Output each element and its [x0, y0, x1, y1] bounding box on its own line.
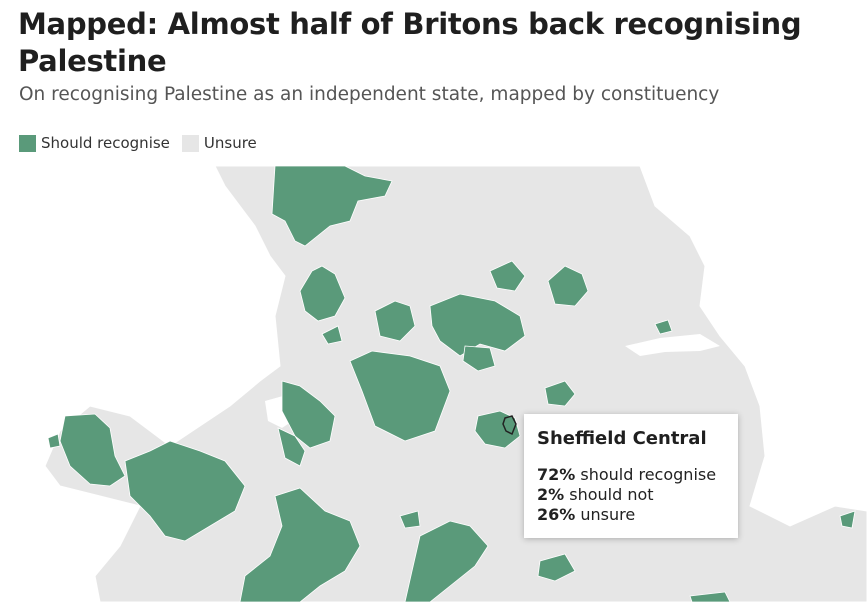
region-liverpool[interactable]	[281, 380, 336, 449]
region-north-wales-west[interactable]	[59, 413, 126, 487]
tooltip-constituency: Sheffield Central	[537, 428, 707, 449]
morecambe-bay	[230, 261, 275, 306]
region-lancaster[interactable]	[299, 265, 346, 322]
tooltip-row-unsure: 26% unsure	[537, 505, 725, 525]
region-lincoln[interactable]	[654, 319, 673, 335]
tooltip-value: 26%	[537, 505, 576, 524]
region-bradford-leeds[interactable]	[429, 293, 526, 357]
tooltip-label: should recognise	[580, 465, 717, 484]
region-scarborough[interactable]	[547, 265, 589, 307]
tooltip-label: should not	[569, 485, 654, 504]
region-wakefield[interactable]	[462, 345, 496, 372]
tooltip-row-should-not: 2% should not	[537, 485, 725, 505]
tooltip-value: 2%	[537, 485, 565, 504]
humber-estuary	[625, 334, 720, 356]
legend-label-should-recognise: Should recognise	[41, 134, 170, 152]
chart-title: Mapped: Almost half of Britons back reco…	[18, 7, 802, 78]
region-doncaster[interactable]	[544, 380, 576, 407]
tooltip-row-should-recognise: 72% should recognise	[537, 465, 725, 485]
sheffield-central-highlight[interactable]	[502, 415, 517, 436]
region-lancs-coast[interactable]	[321, 325, 343, 345]
tooltip: Sheffield Central 72% should recognise 2…	[524, 414, 738, 538]
legend-label-unsure: Unsure	[203, 134, 257, 152]
region-sheffield[interactable]	[474, 410, 521, 449]
legend-item-unsure: Unsure	[181, 134, 257, 152]
region-wirral[interactable]	[277, 427, 306, 467]
region-stoke[interactable]	[399, 510, 421, 529]
legend-swatch-should-recognise	[19, 134, 36, 152]
tooltip-value: 72%	[537, 465, 576, 484]
region-grantham[interactable]	[537, 553, 576, 582]
legend: Should recognise Unsure	[19, 134, 269, 152]
region-north-wales-central[interactable]	[124, 440, 246, 542]
chart-subtitle: On recognising Palestine as an independe…	[19, 84, 720, 105]
region-cumbria-north[interactable]	[271, 166, 393, 247]
should-recognise-regions	[47, 166, 856, 602]
region-isle-of-man-edge[interactable]	[47, 433, 61, 449]
region-derby-notts[interactable]	[404, 520, 489, 602]
legend-item-should-recognise: Should recognise	[19, 134, 170, 152]
region-norfolk-edge[interactable]	[839, 510, 856, 529]
region-york[interactable]	[489, 260, 526, 292]
tooltip-label: unsure	[580, 505, 636, 524]
legend-swatch-unsure	[181, 134, 199, 152]
region-manchester[interactable]	[349, 350, 451, 442]
region-shropshire-borders[interactable]	[239, 487, 361, 602]
region-east-england[interactable]	[689, 591, 731, 602]
region-preston-blackburn[interactable]	[374, 300, 416, 342]
